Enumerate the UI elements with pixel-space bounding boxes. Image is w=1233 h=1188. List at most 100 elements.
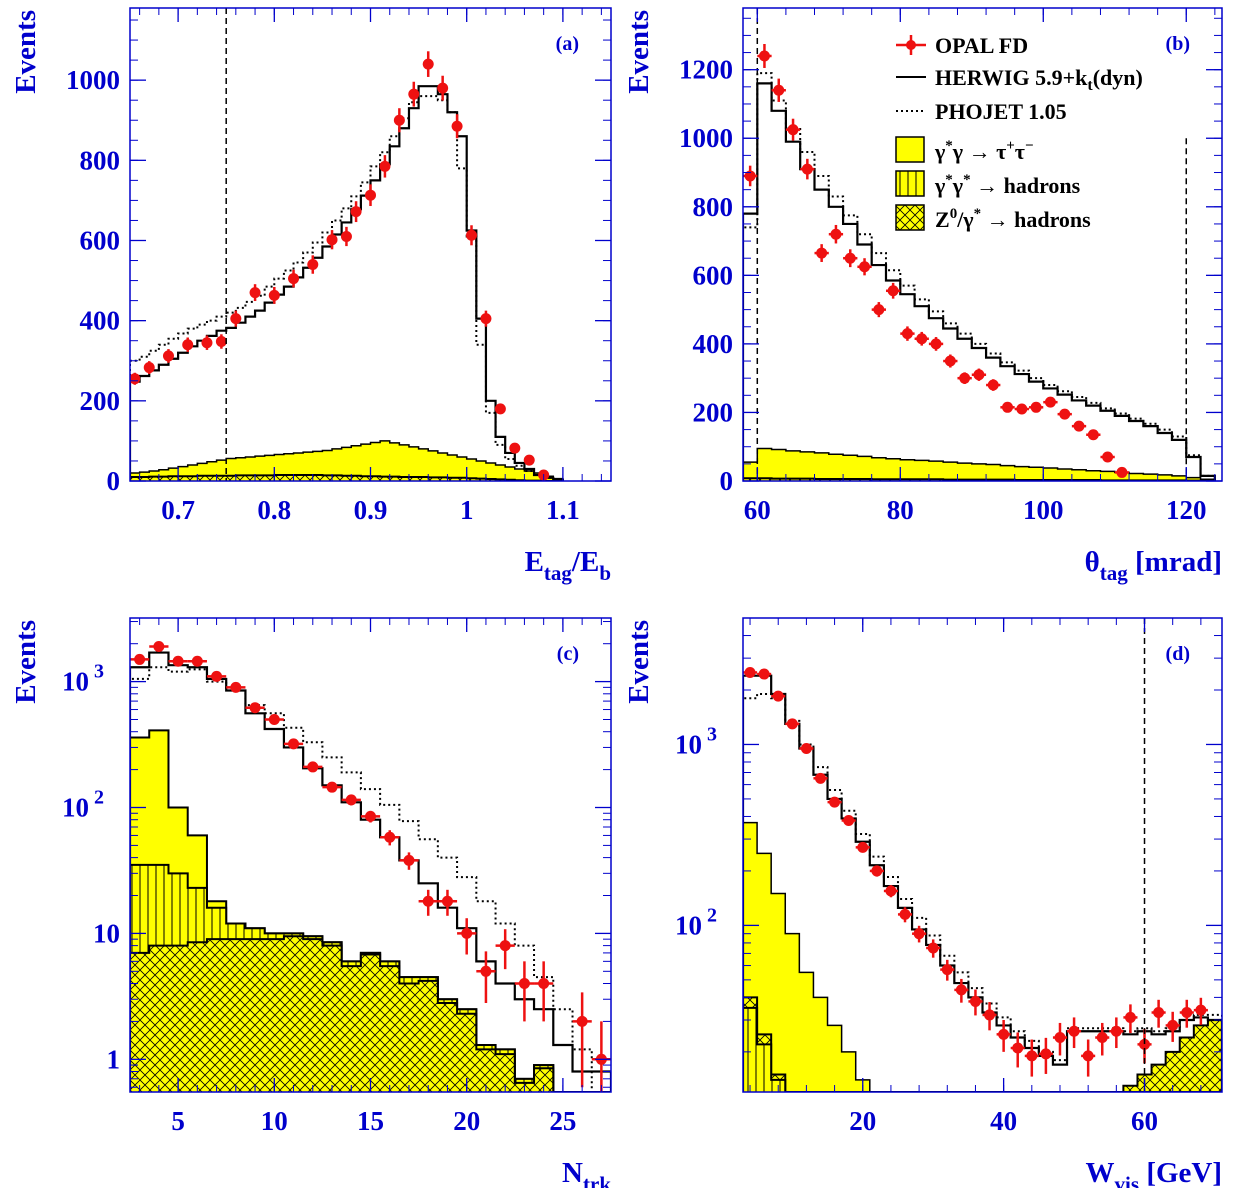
data-point [916,333,928,345]
x-tick-label: 0.7 [161,495,195,525]
data-point [1054,1032,1066,1044]
data-point [437,82,449,94]
data-point [1002,401,1014,413]
gg-fill [743,1006,1222,1092]
data-point [773,84,785,96]
data-point [1116,466,1128,478]
data-point [998,1028,1010,1040]
data-point [829,796,841,808]
data-point [816,247,828,259]
data-point [1087,429,1099,441]
data-point [801,163,813,175]
data-point [422,58,434,70]
y-tick-label: 200 [693,397,734,427]
y-tick-label: 10 2 [62,787,104,823]
data-point [758,50,770,62]
data-point [1110,1025,1122,1037]
data-point [1059,408,1071,420]
legend-gg-label: γ*γ* → hadrons [934,172,1081,198]
data-point [288,738,300,750]
data-point [538,978,550,990]
y-tick-label: 1000 [66,65,120,95]
legend-tau-swatch [895,136,925,163]
data-point [182,339,194,351]
x-tick-label: 15 [357,1106,384,1136]
data-point [1026,1050,1038,1062]
tau-fill [743,821,1222,1092]
data-point [1139,1038,1151,1050]
data-point [326,781,338,793]
y-axis-label: Events [623,10,655,94]
data-point [130,373,141,385]
x-tick-label: 100 [1023,495,1064,525]
data-point [1030,401,1042,413]
z-fill [743,996,1222,1092]
legend-z-label: Z0/γ* → hadrons [935,206,1091,232]
x-tick-label: 20 [849,1106,876,1136]
herwig-histogram [130,85,564,481]
plot-area [130,51,564,481]
data-point [830,228,842,240]
data-point [268,289,280,301]
panel-a: 0.7 0.8 0.9 1 1.1 0 200 400 600 800 1000 (a) Events E… [10,7,612,585]
x-tick-label: 60 [744,495,771,525]
y-tick-label: 600 [693,260,734,290]
x-axis-label: Wvis [GeV] [1086,1157,1222,1188]
data-point [1082,1050,1094,1062]
data-point [1073,420,1085,432]
data-point [1167,1019,1179,1031]
data-point [393,114,405,126]
data-point [955,984,967,996]
legend-phojet-label: PHOJET 1.05 [935,99,1067,124]
data-point [153,641,165,653]
y-tick-label: 0 [720,466,734,496]
x-axis-label: Etag/Eb [525,546,611,585]
data-point [844,252,856,264]
y-tick-label: 200 [80,386,121,416]
y-tick-label: 400 [80,306,121,336]
data-point [326,234,338,246]
data-point [172,655,184,667]
x-tick-label: 0.8 [257,495,291,525]
panel-d: 20 40 60 10 2 10 3 (d) Events Wvis [GeV] [623,617,1223,1188]
y-tick-label: 800 [693,192,734,222]
y-tick-label: 1 [107,1044,121,1074]
plot-frame [742,7,1223,482]
data-point [365,810,376,822]
y-tick-label: 10 2 [675,904,717,940]
legend-data-marker [906,40,916,50]
herwig-histogram [130,651,611,1092]
data-point [350,206,362,218]
data-point [384,831,396,843]
data-point [814,772,826,784]
legend-z-swatch [895,204,925,231]
data-point [365,189,376,201]
data-point [786,718,798,730]
y-tick-label: 10 3 [62,661,104,697]
herwig-histogram [743,82,1216,481]
data-point [461,927,473,939]
data-point [249,702,261,714]
y-axis-label: Events [10,620,42,704]
x-axis-label: θtag [mrad] [1085,546,1222,585]
data-point [901,328,913,340]
data-point [201,337,213,349]
tau-fill [130,440,564,481]
y-tick-label: 10 [93,918,120,948]
y-tick-label: 400 [693,329,734,359]
data-point [340,230,352,242]
data-point [480,313,492,325]
data-point [873,304,885,316]
data-point [523,454,535,466]
data-point [1068,1025,1080,1037]
y-tick-label: 1000 [679,123,733,153]
data-point [744,170,756,182]
data-point [1195,1004,1207,1016]
data-point [927,942,939,954]
data-point [422,895,434,907]
data-point [859,261,871,273]
data-point [345,794,357,806]
y-tick-label: 10 3 [675,723,717,759]
data-point [1181,1007,1193,1019]
